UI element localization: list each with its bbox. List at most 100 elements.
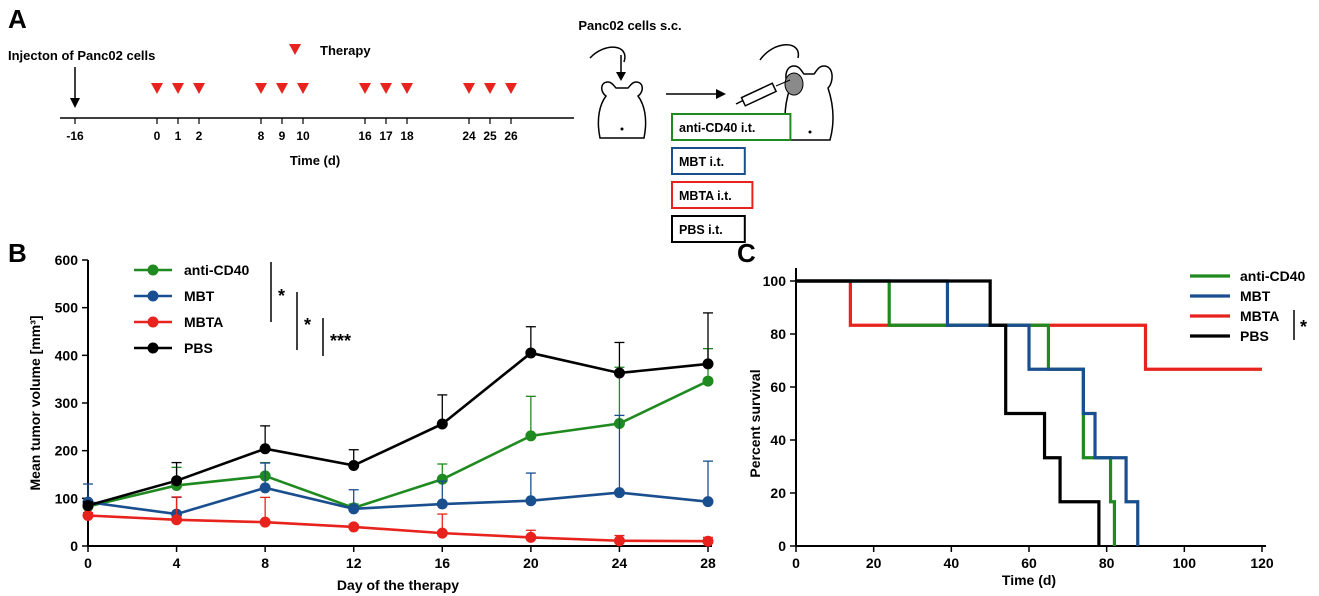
treatment-box-mbt-i-t xyxy=(671,147,746,175)
treatment-boxes: anti-CD40 i.t. MBT i.t. MBTA i.t. PBS i.t. xyxy=(671,113,792,243)
c-legend: anti-CD40 MBT MBTA PBS xyxy=(1190,268,1306,344)
b-x-tick-label-28: 28 xyxy=(700,555,716,571)
c-x-tick-label-80: 80 xyxy=(1099,555,1115,571)
b-significance-label-2: *** xyxy=(330,331,351,351)
treatment-box-mbta-i-t xyxy=(671,181,754,209)
c-line-pbs xyxy=(796,279,1101,546)
b-line-pbs xyxy=(87,351,709,507)
b-legend-label-anti-cd40: anti-CD40 xyxy=(184,262,250,278)
c-y-tick-label-60: 60 xyxy=(770,379,786,395)
b-legend-label-mbt: MBT xyxy=(184,288,215,304)
b-legend: anti-CD40 MBT MBTA PBS xyxy=(134,262,250,356)
timeline-tick-label-16: -16 xyxy=(66,129,84,143)
b-point-anti-cd40-day-20 xyxy=(525,430,537,442)
panel-b: B 0 100 200 300 400 500 600 0 4 8 12 16 20 24 28 Day of… xyxy=(8,238,716,593)
c-x-tick-label-20: 20 xyxy=(866,555,882,571)
c-x-tick-label-0: 0 xyxy=(792,555,800,571)
b-point-mbta-day-12 xyxy=(348,521,360,533)
b-legend-marker-mbta xyxy=(147,316,159,328)
c-legend-label-anti-cd40: anti-CD40 xyxy=(1240,268,1306,284)
timeline-tick-label-24: 24 xyxy=(462,129,476,143)
mouse-label: Panc02 cells s.c. xyxy=(578,18,681,33)
b-x-tick-label-20: 20 xyxy=(523,555,539,571)
timeline-tick-label-26: 26 xyxy=(504,129,518,143)
c-x-tick-label-100: 100 xyxy=(1173,555,1197,571)
b-y-axis-title: Mean tumor volume [mm³] xyxy=(27,315,43,490)
b-point-pbs-day-16 xyxy=(436,418,448,430)
b-x-axis-title: Day of the therapy xyxy=(337,577,459,593)
c-y-tick-label-80: 80 xyxy=(770,326,786,342)
b-point-mbta-day-20 xyxy=(525,531,537,543)
b-point-mbt-day-24 xyxy=(613,487,625,499)
treatment-box-label-anti-cd40-i-t: anti-CD40 i.t. xyxy=(679,121,755,135)
panel-c-letter: C xyxy=(737,238,756,268)
b-point-pbs-day-24 xyxy=(613,367,625,379)
timeline-tick-label-2: 2 xyxy=(196,129,203,143)
timeline-tick-label-17: 17 xyxy=(379,129,393,143)
b-line-mbt xyxy=(87,486,709,516)
therapy-marker-day-9 xyxy=(276,83,288,94)
b-y-tick-label-400: 400 xyxy=(55,347,79,363)
b-x-tick-label-16: 16 xyxy=(434,555,450,571)
therapy-marker-day-18 xyxy=(401,83,413,94)
b-point-mbt-day-16 xyxy=(436,498,448,510)
therapy-marker-day-16 xyxy=(359,83,371,94)
tumor-volume-chart: 0 100 200 300 400 500 600 0 4 8 12 16 20 24 28 Day of t… xyxy=(27,252,716,593)
mouse-right-icon xyxy=(759,44,834,141)
b-point-mbt-day-28 xyxy=(702,496,714,508)
survival-chart: 0 20 40 60 80 100 0 20 40 60 80 100 120 Time (d) Perce… xyxy=(747,268,1307,588)
b-point-pbs-day-8 xyxy=(259,443,271,455)
c-significance-label-0: * xyxy=(1300,317,1307,337)
b-y-tick-label-300: 300 xyxy=(55,395,79,411)
b-series-pbs xyxy=(82,312,714,511)
b-point-mbt-day-12 xyxy=(348,503,360,515)
panel-a: A Injecton of Panc02 cells Therapy -16 0 1… xyxy=(8,4,834,243)
b-x-tick-label-24: 24 xyxy=(612,555,628,571)
treatment-box-label-mbt-i-t: MBT i.t. xyxy=(679,155,724,169)
panel-b-letter: B xyxy=(8,238,27,268)
b-series-mbta xyxy=(82,496,714,547)
b-legend-marker-mbt xyxy=(147,290,159,302)
b-point-mbta-day-28 xyxy=(702,535,714,547)
c-legend-label-mbta: MBTA xyxy=(1240,308,1279,324)
b-y-tick-label-200: 200 xyxy=(55,443,79,459)
timeline-tick-label-18: 18 xyxy=(400,129,414,143)
tumor-icon xyxy=(784,72,804,96)
treatment-box-label-mbta-i-t: MBTA i.t. xyxy=(679,189,732,203)
therapy-marker-day-8 xyxy=(255,83,267,94)
timeline-tick-label-0: 0 xyxy=(154,129,161,143)
b-y-tick-label-100: 100 xyxy=(55,490,79,506)
therapy-marker-day-17 xyxy=(380,83,392,94)
timeline-ticks: -16 0 1 2 8 9 10 16 17 18 24 25 26 xyxy=(66,118,518,143)
b-y-tick-label-600: 600 xyxy=(55,252,79,268)
b-point-mbta-day-4 xyxy=(171,514,183,526)
syringe-icon xyxy=(735,79,791,107)
timeline-tick-label-1: 1 xyxy=(175,129,182,143)
b-legend-marker-anti-cd40 xyxy=(147,264,159,276)
therapy-marker-day-1 xyxy=(172,83,184,94)
b-point-mbta-day-16 xyxy=(436,527,448,539)
b-x-tick-label-8: 8 xyxy=(261,555,269,571)
therapy-marker-day-26 xyxy=(505,83,517,94)
c-y-tick-label-20: 20 xyxy=(770,485,786,501)
b-legend-label-mbta: MBTA xyxy=(184,314,223,330)
injection-arrow-head xyxy=(70,98,80,108)
b-point-pbs-day-4 xyxy=(171,475,183,487)
b-legend-marker-pbs xyxy=(147,342,159,354)
b-point-mbta-day-0 xyxy=(82,509,94,521)
therapy-marker-day-0 xyxy=(151,83,163,94)
panel-c: C 0 20 40 60 80 100 0 20 40 60 80 100 120 Time (d) Per… xyxy=(737,238,1307,588)
timeline-tick-label-8: 8 xyxy=(258,129,265,143)
b-point-mbta-day-8 xyxy=(259,516,271,528)
mouse-left-icon xyxy=(589,46,647,139)
b-y-tick-label-500: 500 xyxy=(55,300,79,316)
b-line-mbta xyxy=(87,514,709,543)
therapy-marker-day-10 xyxy=(297,83,309,94)
c-legend-label-pbs: PBS xyxy=(1240,328,1269,344)
progress-arrow-head xyxy=(716,89,726,99)
c-x-axis-title: Time (d) xyxy=(1002,572,1056,588)
b-x-tick-label-12: 12 xyxy=(346,555,362,571)
therapy-marker-day-25 xyxy=(484,83,496,94)
c-y-tick-label-40: 40 xyxy=(770,432,786,448)
b-point-pbs-day-28 xyxy=(702,358,714,370)
